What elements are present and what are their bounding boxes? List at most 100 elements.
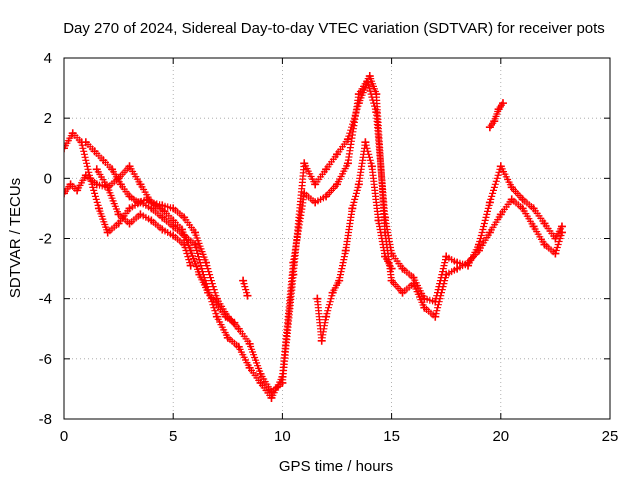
data-point <box>540 240 549 249</box>
data-point <box>234 324 243 333</box>
data-point <box>498 99 507 108</box>
data-point <box>431 312 440 321</box>
data-point <box>243 291 252 300</box>
data-point <box>289 258 298 267</box>
data-point <box>317 336 326 345</box>
data-point <box>398 264 407 273</box>
data-point <box>234 342 243 351</box>
data-point <box>333 180 341 189</box>
data-point <box>551 249 560 258</box>
data-point <box>365 72 374 81</box>
y-tick-label: 4 <box>44 50 52 67</box>
data-point <box>114 210 123 219</box>
data-point <box>442 270 451 279</box>
data-point <box>230 318 239 327</box>
x-axis-label: GPS time / hours <box>279 458 393 475</box>
data-point <box>195 270 204 279</box>
data-point <box>221 312 230 321</box>
data-point <box>212 300 221 309</box>
data-point <box>518 204 527 213</box>
data-point <box>64 189 68 198</box>
series-group <box>64 72 566 402</box>
y-tick-label: -6 <box>39 351 52 368</box>
data-point <box>125 204 134 213</box>
x-tick-label: 25 <box>602 428 619 445</box>
data-point <box>191 228 200 237</box>
data-point <box>180 213 189 222</box>
x-tick-label: 15 <box>383 428 400 445</box>
data-point <box>66 180 75 189</box>
data-point <box>381 252 390 261</box>
data-point <box>485 198 494 207</box>
data-point <box>496 162 505 171</box>
data-point <box>86 174 95 183</box>
data-point <box>374 216 383 225</box>
data-point <box>134 198 143 207</box>
data-point <box>557 228 566 237</box>
series-track-d <box>92 165 195 270</box>
data-point <box>442 252 451 261</box>
data-point <box>92 165 101 174</box>
data-point <box>518 195 527 204</box>
grid <box>63 57 611 420</box>
data-point <box>245 363 254 372</box>
data-point <box>245 339 254 348</box>
series-track-g <box>485 99 507 132</box>
data-point <box>529 222 538 231</box>
data-point <box>108 165 117 174</box>
data-point <box>464 258 473 267</box>
data-point <box>136 210 145 219</box>
data-point <box>212 312 221 321</box>
data-point <box>81 138 90 147</box>
data-point <box>256 369 265 378</box>
data-point <box>341 246 350 255</box>
data-point <box>151 201 160 210</box>
data-point <box>180 240 189 249</box>
data-point <box>485 123 494 132</box>
data-point <box>239 276 248 285</box>
y-tick-label: -4 <box>39 291 52 308</box>
data-point <box>186 261 195 270</box>
data-point <box>64 144 68 153</box>
data-point <box>387 264 396 273</box>
ticks <box>63 57 611 420</box>
data-point <box>540 219 549 228</box>
data-point <box>300 159 309 168</box>
data-point <box>191 240 200 249</box>
data-point <box>169 231 178 240</box>
data-point <box>354 180 363 189</box>
data-point <box>474 246 483 255</box>
x-tick-label: 20 <box>492 428 509 445</box>
data-point <box>267 393 276 402</box>
data-point <box>147 216 156 225</box>
data-point <box>99 156 108 165</box>
data-point <box>420 303 429 312</box>
data-point <box>322 312 331 321</box>
data-point <box>136 180 145 189</box>
series-track-e <box>313 138 396 345</box>
data-point <box>125 192 134 201</box>
data-point <box>94 204 103 213</box>
data-point <box>343 159 352 168</box>
data-point <box>409 279 418 288</box>
y-tick-label: -2 <box>39 231 52 248</box>
data-point <box>507 195 516 204</box>
data-point <box>158 213 167 222</box>
data-point <box>68 129 77 138</box>
data-point <box>311 180 320 189</box>
data-point <box>333 150 341 159</box>
y-tick-label: 2 <box>44 110 52 127</box>
data-point <box>278 372 287 381</box>
tick-labels: 0 5 10 15 20 25 -8 -6 -4 -2 0 2 4 <box>39 50 619 445</box>
data-point <box>256 378 265 387</box>
data-point <box>116 180 125 189</box>
data-point <box>367 162 376 171</box>
data-point <box>125 219 134 228</box>
data-point <box>361 138 370 147</box>
data-point <box>103 228 112 237</box>
data-point <box>223 333 232 342</box>
data-point <box>335 276 344 285</box>
data-point <box>158 225 167 234</box>
x-tick-label: 10 <box>274 428 291 445</box>
y-tick-label: -8 <box>39 411 52 428</box>
